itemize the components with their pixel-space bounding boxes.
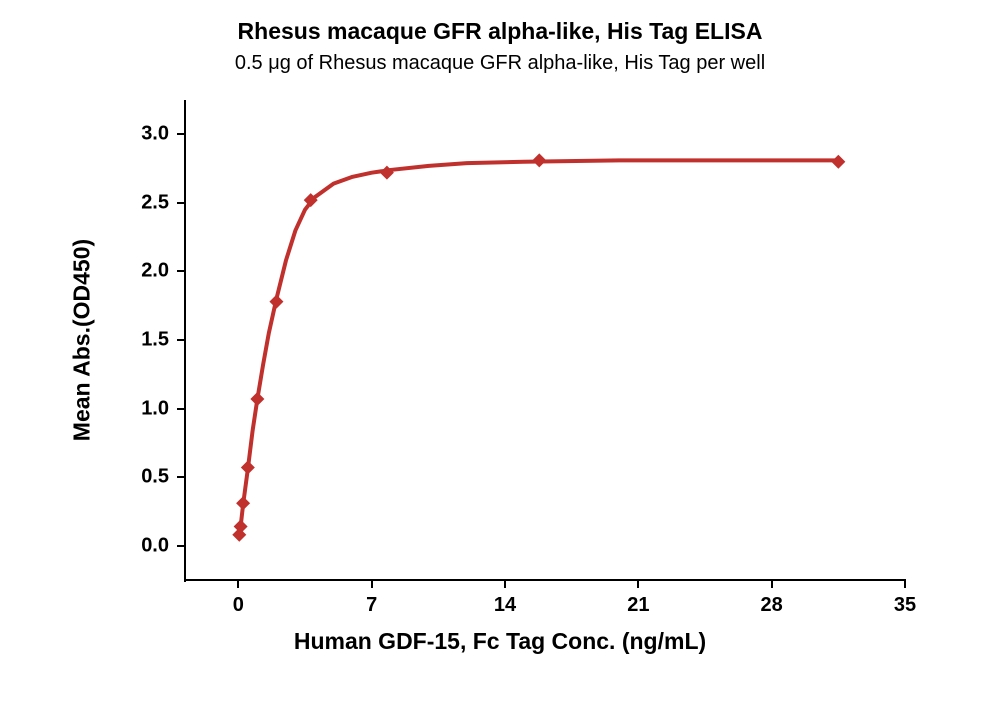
y-tick-label: 2.0: [127, 260, 169, 283]
data-marker: [241, 461, 255, 475]
y-tick: [177, 476, 185, 478]
x-tick-label: 28: [761, 594, 783, 617]
y-tick-label: 1.0: [127, 397, 169, 420]
chart-container: Rhesus macaque GFR alpha-like, His Tag E…: [0, 0, 1000, 714]
x-tick: [637, 580, 639, 588]
data-marker: [250, 392, 264, 406]
x-tick: [504, 580, 506, 588]
y-tick: [177, 545, 185, 547]
y-tick: [177, 270, 185, 272]
x-tick: [904, 580, 906, 588]
x-tick: [371, 580, 373, 588]
y-tick: [177, 339, 185, 341]
data-marker: [269, 295, 283, 309]
y-tick-label: 0.0: [127, 534, 169, 557]
x-tick-label: 0: [233, 594, 244, 617]
x-tick-label: 21: [627, 594, 649, 617]
data-marker: [380, 166, 394, 180]
y-tick: [177, 408, 185, 410]
x-tick-label: 7: [366, 594, 377, 617]
y-tick-label: 1.5: [127, 329, 169, 352]
x-tick-label: 35: [894, 594, 916, 617]
curve-line: [239, 160, 838, 534]
data-marker: [236, 496, 250, 510]
y-tick: [177, 133, 185, 135]
y-tick: [177, 202, 185, 204]
y-tick-label: 2.5: [127, 191, 169, 214]
data-marker: [831, 155, 845, 169]
x-axis-line: [184, 579, 906, 581]
x-tick: [237, 580, 239, 588]
y-tick-label: 0.5: [127, 466, 169, 489]
y-axis-line: [184, 100, 186, 582]
x-tick-label: 14: [494, 594, 516, 617]
y-tick-label: 3.0: [127, 123, 169, 146]
data-marker: [532, 153, 546, 167]
x-tick: [771, 580, 773, 588]
